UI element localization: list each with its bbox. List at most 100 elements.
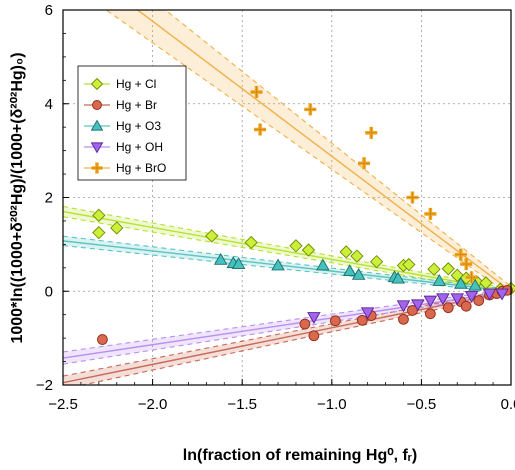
- y-axis-label: 1000*ln((1000+δ²⁰²Hg)/(1000+(δ²⁰²Hg)₀): [9, 52, 26, 343]
- data-point: [205, 229, 219, 243]
- data-point: [299, 318, 311, 330]
- x-tick-label: −2.5: [48, 396, 78, 413]
- cross-outline: [460, 258, 473, 271]
- data-point: [391, 271, 405, 284]
- data-point: [250, 86, 263, 99]
- legend-label: Hg + O3: [116, 119, 161, 133]
- data-point: [369, 255, 384, 269]
- data-point: [442, 302, 454, 314]
- ci-upper-line: [63, 235, 511, 290]
- data-point: [495, 288, 509, 301]
- cross-outline: [304, 103, 317, 116]
- data-point: [356, 314, 368, 326]
- data-point: [342, 264, 357, 277]
- data-point: [330, 315, 341, 327]
- data-point: [92, 208, 106, 222]
- data-point: [301, 243, 316, 257]
- fit-line: [63, 290, 511, 384]
- cross-outline: [250, 86, 263, 99]
- data-point: [396, 300, 411, 313]
- y-tick-label: 2: [45, 190, 53, 207]
- data-point: [427, 262, 441, 276]
- fit-line: [63, 290, 511, 359]
- data-point: [231, 257, 246, 270]
- fit-lines: [63, 10, 511, 385]
- legend-label: Hg + Br: [116, 98, 157, 112]
- data-point: [460, 300, 472, 312]
- data-point: [365, 126, 378, 139]
- data-point: [454, 248, 467, 261]
- data-point: [304, 103, 317, 116]
- data-point: [423, 295, 438, 308]
- ci-upper-line: [63, 288, 511, 353]
- data-point: [424, 207, 437, 220]
- cross-outline: [454, 248, 467, 261]
- y-tick-label: −2: [36, 377, 53, 394]
- x-tick-label: −1.5: [227, 396, 257, 413]
- fit-line: [136, 10, 511, 292]
- y-tick-label: 6: [45, 2, 53, 19]
- ci-lower-line: [63, 244, 511, 294]
- data-point: [460, 258, 473, 271]
- data-point: [424, 308, 436, 320]
- ci-upper-line: [63, 205, 511, 290]
- data-point: [289, 239, 303, 253]
- legend-marker: [90, 142, 104, 154]
- ci-upper-line: [164, 10, 511, 287]
- data-point: [92, 226, 106, 240]
- data-point: [110, 221, 124, 235]
- axis-ticks: −2.5 −2.0 −1.5 −1.0 −0.5 0.0 −2 0 2 4 6: [36, 2, 515, 413]
- cross-outline: [91, 162, 103, 174]
- cross-outline: [254, 123, 267, 136]
- data-point: [454, 276, 468, 289]
- cross-outline: [424, 207, 437, 220]
- cross-outline: [406, 191, 419, 204]
- data-point: [482, 288, 497, 301]
- legend-marker: [92, 100, 102, 110]
- data-point: [213, 252, 228, 265]
- data-point: [308, 330, 320, 342]
- data-point: [450, 293, 465, 306]
- legend-label: Hg + Cl: [116, 77, 156, 91]
- ci-lower-line: [105, 10, 511, 297]
- data-point: [244, 235, 258, 250]
- data-point: [432, 274, 447, 286]
- cross-outline: [465, 271, 478, 284]
- data-point: [351, 267, 366, 280]
- data-point: [271, 258, 285, 271]
- cross-outline: [365, 126, 378, 139]
- data-point: [468, 278, 482, 291]
- x-tick-label: −0.5: [407, 396, 437, 413]
- y-tick-label: 4: [45, 96, 53, 113]
- ci-lower-line: [63, 293, 511, 365]
- data-point: [358, 157, 371, 170]
- data-point: [360, 307, 375, 320]
- x-tick-label: −2.0: [138, 396, 168, 413]
- data-point: [436, 293, 450, 306]
- data-point: [473, 295, 485, 306]
- data-point: [316, 258, 330, 271]
- data-point: [465, 271, 478, 284]
- x-axis-label: ln(fraction of remaining Hg⁰, fᵣ): [183, 447, 417, 464]
- data-point: [307, 312, 321, 324]
- data-point: [464, 290, 479, 303]
- y-tick-label: 0: [45, 283, 53, 300]
- data-point: [402, 257, 416, 272]
- data-point: [97, 334, 108, 345]
- data-point: [398, 314, 409, 325]
- legend-label: Hg + BrO: [116, 161, 166, 175]
- data-points: [92, 86, 515, 345]
- data-point: [411, 299, 425, 312]
- data-point: [350, 249, 364, 263]
- legend-marker: [90, 77, 104, 91]
- fit-line: [63, 210, 511, 292]
- x-tick-label: 0.0: [501, 396, 515, 413]
- legend-marker: [90, 119, 104, 131]
- data-point: [339, 245, 353, 259]
- ci-upper-line: [63, 288, 511, 377]
- cross-outline: [358, 157, 371, 170]
- data-point: [406, 191, 419, 204]
- legend: Hg + Cl Hg + Br Hg + O3 Hg + OH Hg + BrO: [77, 65, 187, 181]
- legend-marker: [91, 162, 103, 174]
